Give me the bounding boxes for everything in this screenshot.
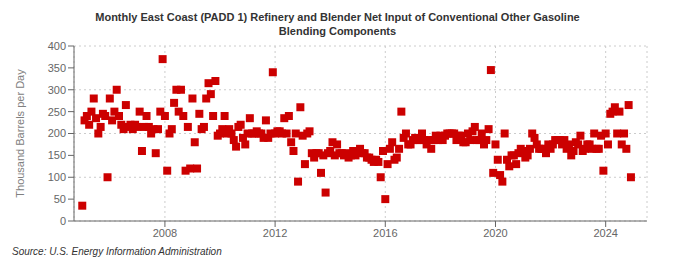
svg-text:2024: 2024 [593,227,617,239]
svg-text:2008: 2008 [153,227,177,239]
svg-text:350: 350 [48,62,66,74]
svg-text:100: 100 [48,171,66,183]
svg-text:300: 300 [48,84,66,96]
svg-text:2012: 2012 [263,227,287,239]
svg-text:250: 250 [48,106,66,118]
svg-text:2020: 2020 [483,227,507,239]
svg-text:2016: 2016 [373,227,397,239]
svg-text:400: 400 [48,40,66,52]
html-text:Monthly East Coast (PADD 1) Re: Monthly East Coast (PADD 1) Refinery and… [95,11,580,23]
svg-text:200: 200 [48,127,66,139]
html-text:Source: U.S. Energy Informatio: Source: U.S. Energy Information Administ… [12,246,222,257]
svg-text:150: 150 [48,149,66,161]
html-text:Blending Components: Blending Components [278,25,397,37]
svg-text:50: 50 [54,193,66,205]
svg-text:0: 0 [60,215,66,227]
svg-text:Thousand Barrels per Day: Thousand Barrels per Day [14,69,26,198]
